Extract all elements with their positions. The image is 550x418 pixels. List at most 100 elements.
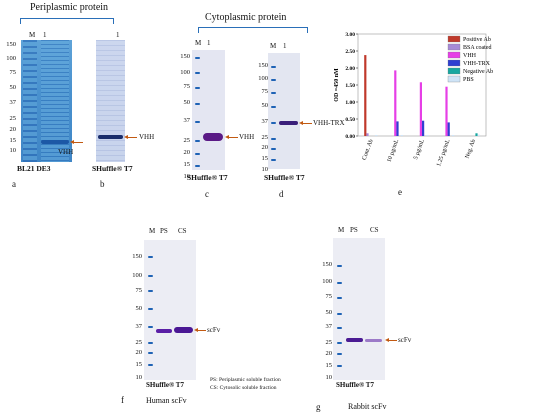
panel-c-gel: [192, 50, 225, 170]
panel-g-caption: Rabbit scFv: [348, 402, 387, 411]
panel-g-lane-ps: PS: [350, 226, 358, 234]
mw-label: 75: [325, 293, 333, 300]
y-tick-label: 3.00: [345, 32, 355, 38]
panel-g-gel: [333, 238, 385, 380]
mw-label: 37: [183, 117, 191, 124]
panel-g-lane-cs: CS: [370, 226, 379, 234]
ladder-band: [271, 122, 276, 124]
ladder-band: [271, 106, 276, 108]
y-tick-label: 1.50: [345, 83, 355, 89]
panel-f-mw-column: 150 100 75 50 37 25 20 15 10: [126, 253, 144, 384]
panel-c-lane-1: 1: [207, 39, 211, 47]
ladder-band: [337, 353, 342, 355]
panel-d-arrow: [299, 121, 312, 125]
mw-label: 100: [180, 69, 190, 76]
mw-label: 75: [9, 69, 17, 76]
ladder-band: [337, 297, 342, 299]
panel-f-letter: f: [121, 395, 124, 405]
ladder-band: [271, 66, 276, 68]
mw-label: 150: [322, 261, 332, 268]
x-category-label: Neg. Ab: [465, 139, 477, 160]
panel-c-mw-column: 150 100 75 50 37 25 20 15 10: [174, 53, 192, 179]
panel-d-lane-1: 1: [283, 42, 287, 50]
cytoplasmic-bracket: [198, 27, 308, 33]
mw-label: 25: [9, 115, 17, 122]
mw-label: 20: [9, 126, 17, 133]
mw-label: 100: [258, 75, 268, 82]
bar: [366, 133, 369, 136]
ladder-band: [337, 365, 342, 367]
bar: [375, 134, 378, 136]
ladder-band: [271, 148, 276, 150]
ladder-band: [271, 138, 276, 140]
mw-label: 100: [322, 278, 332, 285]
ladder-band: [271, 79, 276, 81]
panel-g-letter: g: [316, 402, 321, 412]
mw-label: 10: [135, 374, 143, 381]
mw-label: 150: [132, 253, 142, 260]
x-category-label: 1.25 µg/mL: [436, 138, 451, 167]
ladder-band: [148, 275, 153, 277]
bar: [475, 133, 478, 136]
ladder-band: [195, 72, 200, 74]
mw-label: 25: [135, 339, 143, 346]
bar: [396, 121, 399, 136]
legend-swatch: [447, 51, 461, 59]
bar: [477, 134, 480, 136]
panel-g-cs-band: [365, 339, 382, 342]
mw-label: 37: [261, 118, 269, 125]
legend-swatch: [447, 43, 461, 51]
mw-label: 15: [325, 362, 333, 369]
panel-b-letter: b: [100, 179, 105, 189]
mw-label: 75: [183, 83, 191, 90]
panel-f-gel: [144, 240, 196, 380]
legend-label: BSA coated: [463, 45, 492, 51]
mw-label: 20: [325, 350, 333, 357]
ladder-band: [195, 153, 200, 155]
legend-swatch: [447, 35, 461, 43]
ladder-band: [337, 342, 342, 344]
panel-f-lane-cs: CS: [178, 227, 187, 235]
ladder-band: [195, 165, 200, 167]
mw-label: 25: [325, 339, 333, 346]
x-category-label: 10 µg/mL: [386, 138, 400, 163]
mw-label: 37: [325, 323, 333, 330]
periplasmic-header: Periplasmic protein: [30, 2, 109, 13]
mw-label: 10: [183, 173, 191, 180]
panel-f-ps-band: [156, 329, 172, 333]
legend-swatch: [447, 59, 461, 67]
panel-b-strain: SHuffle® T7: [92, 164, 133, 173]
x-category-label: 5 µg/mL: [413, 138, 426, 160]
mw-label: 25: [183, 137, 191, 144]
panel-d-strain: SHuffle® T7: [264, 173, 305, 182]
cytoplasmic-header: Cytoplasmic protein: [205, 12, 287, 23]
mw-label: 37: [135, 323, 143, 330]
panel-g-strain: SHuffle® T7: [336, 381, 374, 389]
ladder-band: [337, 282, 342, 284]
panel-a-strain: BL21 DE3: [17, 164, 51, 173]
bar: [426, 134, 429, 136]
panel-g-band-label: scFv: [398, 336, 412, 344]
legend-label: VHH: [463, 53, 477, 59]
panel-d-band-label: VHH-TRX: [313, 119, 345, 127]
elisa-chart: 3.00 2.50 2.00 1.50 1.00 0.50 0.00 OD =450 nM Co…: [334, 32, 493, 167]
panel-b-vhh-band: [98, 135, 123, 139]
panel-d-mw-column: 150 100 75 50 37 25 20 15 10: [252, 62, 269, 183]
mw-label: 50: [135, 305, 143, 312]
panel-d-vhh-trx-band: [279, 121, 298, 125]
mw-label: 10: [9, 147, 17, 154]
mw-label: 20: [135, 349, 143, 356]
ladder-band: [148, 290, 153, 292]
y-tick-label: 0.00: [345, 134, 355, 140]
bar: [452, 134, 455, 136]
mw-label: 75: [135, 287, 143, 294]
mw-label: 15: [261, 155, 269, 162]
mw-label: 100: [6, 55, 16, 62]
panel-a-vhh-band: [41, 140, 69, 144]
panel-f-caption: Human scFv: [146, 396, 187, 405]
mw-label: 50: [325, 309, 333, 316]
legend-label: Negative Ab: [463, 69, 493, 75]
panel-g-lane-m: M: [338, 226, 345, 234]
mw-label: 150: [180, 53, 190, 60]
y-axis-label: OD =450 nM: [334, 68, 340, 102]
